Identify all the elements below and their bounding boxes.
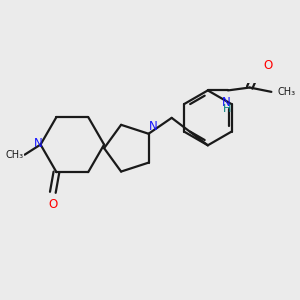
Text: N: N: [222, 96, 231, 109]
Text: H: H: [222, 104, 231, 114]
Text: O: O: [263, 59, 273, 72]
Text: N: N: [34, 136, 43, 150]
Text: CH₃: CH₃: [277, 87, 295, 97]
Text: N: N: [149, 120, 158, 133]
Text: CH₃: CH₃: [6, 150, 24, 160]
Text: O: O: [48, 198, 57, 211]
